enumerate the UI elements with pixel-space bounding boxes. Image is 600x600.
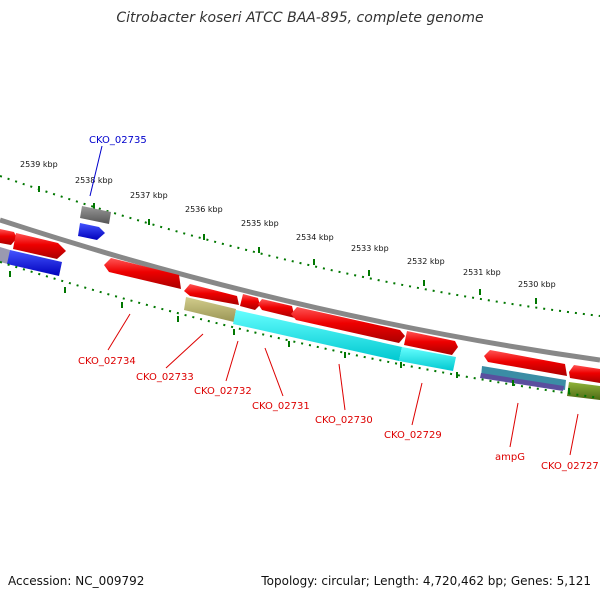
gene-cko-02727-olive[interactable] [567, 382, 600, 400]
gene-cko-02729-cyan[interactable] [399, 347, 456, 371]
gene-cko-02735-feature[interactable] [80, 206, 111, 224]
scale-label-2536: 2536 kbp [185, 205, 223, 214]
label-cko-02727[interactable]: CKO_02727 [541, 461, 599, 472]
gene-ampg[interactable] [484, 350, 567, 376]
scale-labels: 2539 kbp 2538 kbp 2537 kbp 2536 kbp 2535… [20, 160, 556, 289]
leader-cko-02734 [107, 313, 131, 351]
leader-cko-02731 [264, 347, 284, 397]
gene-labels: CKO_02735 CKO_02734 CKO_02733 CKO_02732 … [78, 135, 599, 472]
gene-cko-02733-khaki[interactable] [184, 297, 236, 322]
leader-cko-02735 [89, 145, 103, 197]
leader-ampg [509, 402, 519, 448]
scale-label-2539: 2539 kbp [20, 160, 58, 169]
leader-cko-02727 [569, 413, 579, 456]
genome-backbone [0, 217, 600, 363]
scale-label-2534: 2534 kbp [296, 233, 334, 242]
scale-label-2532: 2532 kbp [407, 257, 445, 266]
label-cko-02731[interactable]: CKO_02731 [252, 401, 310, 412]
outer-scale-track [0, 175, 600, 317]
scale-label-2530: 2530 kbp [518, 280, 556, 289]
leader-cko-02732 [225, 340, 239, 382]
inner-scale-major-ticks [9, 271, 570, 394]
gene-ampg-band-purple[interactable] [480, 373, 564, 391]
leader-cko-02733 [165, 333, 204, 369]
outer-scale-major-ticks [38, 186, 537, 304]
label-cko-02735[interactable]: CKO_02735 [89, 135, 147, 146]
scale-label-2537: 2537 kbp [130, 191, 168, 200]
label-cko-02732[interactable]: CKO_02732 [194, 386, 252, 397]
scale-label-2531: 2531 kbp [463, 268, 501, 277]
scale-label-2533: 2533 kbp [351, 244, 389, 253]
topology-text: Topology: circular; Length: 4,720,462 bp… [261, 574, 591, 588]
leader-cko-02730 [338, 363, 346, 411]
gene-cko-02731-small[interactable] [258, 299, 295, 318]
gene-left-edge-b[interactable] [13, 233, 66, 259]
label-cko-02730[interactable]: CKO_02730 [315, 415, 373, 426]
gene-left-blue[interactable] [7, 250, 62, 276]
label-ampg[interactable]: ampG [495, 452, 525, 463]
label-leader-lines [89, 145, 579, 456]
gene-cko-02727[interactable] [569, 365, 600, 383]
gene-left-gray-sliver[interactable] [0, 247, 10, 264]
gene-cko-02734[interactable] [104, 258, 181, 289]
scale-label-2535: 2535 kbp [241, 219, 279, 228]
genome-map: 2539 kbp 2538 kbp 2537 kbp 2536 kbp 2535… [0, 135, 600, 472]
genome-title: Citrobacter koseri ATCC BAA-895, complet… [116, 10, 484, 26]
label-cko-02734[interactable]: CKO_02734 [78, 356, 136, 367]
label-cko-02733[interactable]: CKO_02733 [136, 372, 194, 383]
gene-cko-02731[interactable] [291, 307, 405, 343]
blue-feature-small[interactable] [78, 223, 105, 240]
accession-text: Accession: NC_009792 [8, 574, 145, 588]
label-cko-02729[interactable]: CKO_02729 [384, 430, 442, 441]
gene-left-edge-a[interactable] [0, 229, 17, 245]
gene-cko-02730-cyan[interactable] [233, 310, 402, 361]
gene-cko-02734-b[interactable] [184, 284, 239, 305]
gene-cko-02732[interactable] [240, 294, 260, 310]
leader-cko-02729 [411, 382, 423, 426]
gene-cko-02729[interactable] [404, 331, 458, 355]
